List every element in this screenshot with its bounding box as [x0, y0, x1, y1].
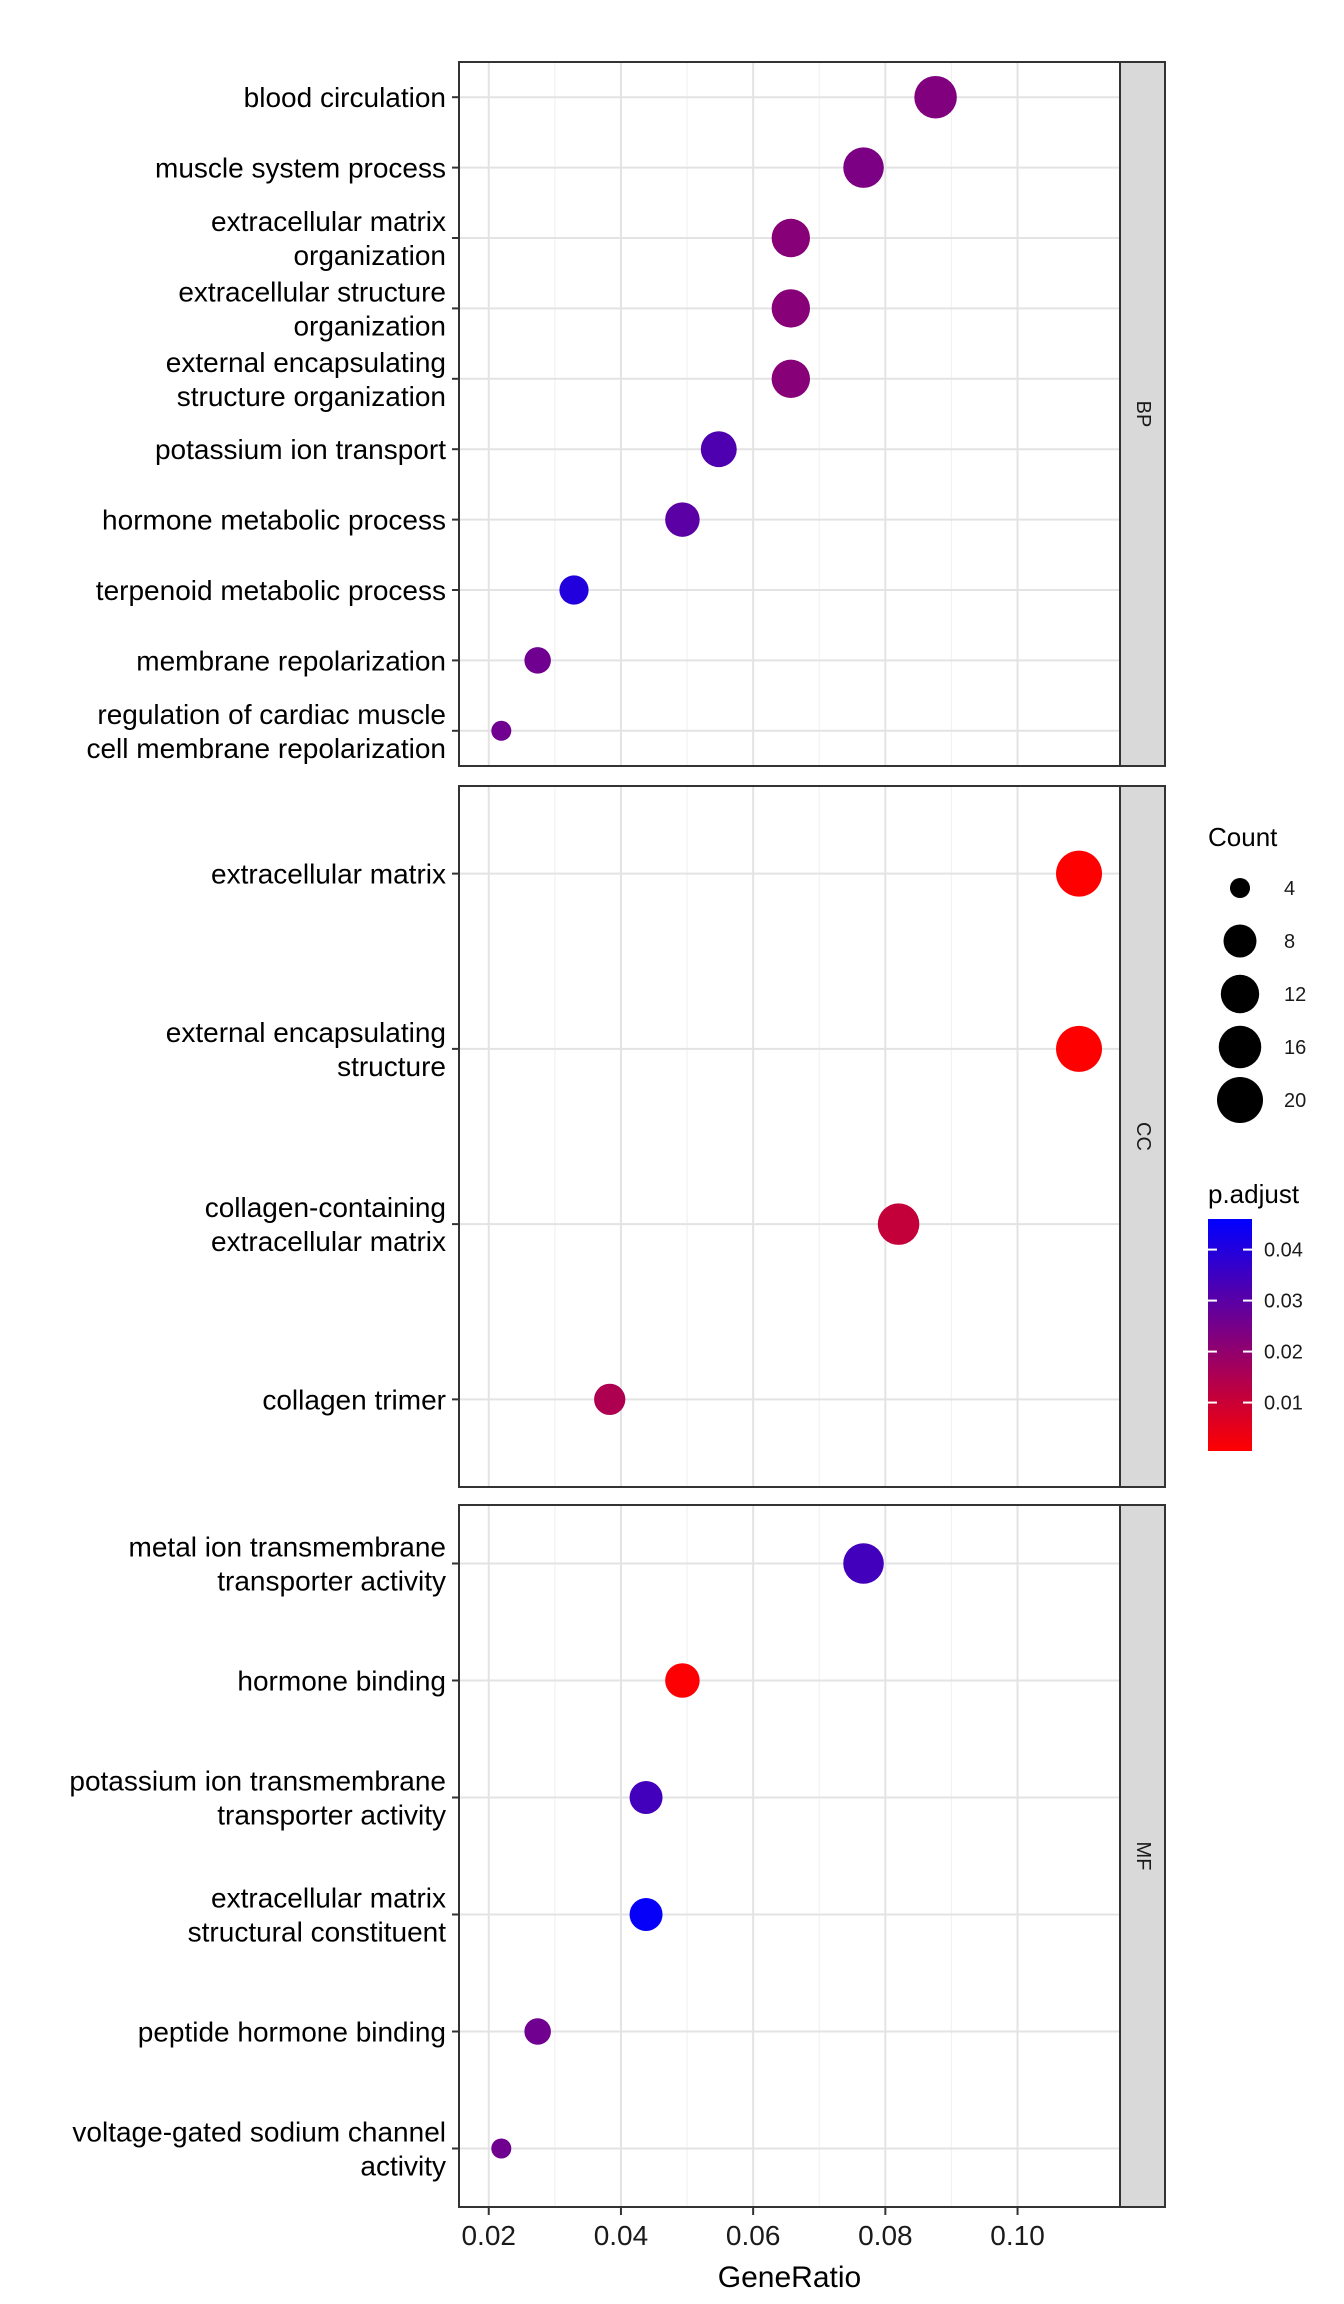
facet-strip-label: BP [1132, 401, 1154, 428]
x-tick-label: 0.04 [594, 2220, 649, 2251]
panel-background [459, 786, 1120, 1487]
term-label: voltage-gated sodium channel activity [72, 2117, 446, 2182]
facet-panel-mf: metal ion transmembrane transporter activ… [69, 1504, 1166, 2208]
term-label: hormone metabolic process [102, 505, 446, 536]
term-dot [524, 647, 551, 674]
p-adjust-legend-label: 0.01 [1264, 1393, 1303, 1415]
term-label: muscle system process [155, 153, 446, 184]
term-label: potassium ion transport [155, 434, 446, 465]
p-adjust-legend-label: 0.03 [1264, 1291, 1303, 1313]
term-dot [1056, 1025, 1103, 1072]
count-legend-key [1217, 1077, 1263, 1123]
term-dot [843, 147, 884, 188]
term-label: terpenoid metabolic process [96, 575, 446, 606]
term-dot [491, 720, 512, 741]
term-dot [1056, 850, 1103, 897]
facet-strip-label: MF [1132, 1842, 1154, 1871]
term-label: external encapsulating structure [166, 1017, 446, 1082]
term-label: membrane repolarization [136, 645, 446, 676]
term-label: metal ion transmembrane transporter activ… [129, 1532, 446, 1597]
x-tick-label: 0.02 [461, 2220, 516, 2251]
term-label: extracellular matrix structural constitue… [188, 1883, 447, 1948]
term-dot [771, 289, 811, 328]
facet-panel-cc: extracellular matrix external encapsulati… [166, 785, 1166, 1488]
term-dot [665, 1663, 700, 1698]
count-legend-label: 16 [1284, 1037, 1306, 1059]
term-label: blood circulation [244, 82, 446, 113]
count-legend-label: 12 [1284, 984, 1306, 1006]
term-dot [594, 1383, 626, 1416]
count-legend-label: 8 [1284, 931, 1295, 953]
p-adjust-legend-label: 0.02 [1264, 1342, 1303, 1364]
term-label: extracellular matrix [211, 859, 446, 890]
term-dot [771, 218, 811, 258]
term-label: collagen trimer [262, 1384, 446, 1415]
facet-strip-label: CC [1132, 1122, 1154, 1151]
term-dot [665, 502, 700, 537]
count-legend: Count 4 8 12 16 20 [1208, 822, 1306, 1123]
x-tick-label: 0.06 [726, 2220, 781, 2251]
panel-background [459, 1505, 1120, 2207]
facet-strip [1119, 61, 1166, 767]
term-dot [629, 1898, 663, 1931]
count-legend-title: Count [1208, 822, 1278, 852]
term-dot [771, 359, 811, 398]
count-legend-key [1218, 1025, 1262, 1069]
term-dot [877, 1203, 920, 1245]
term-dot [491, 2138, 512, 2159]
term-dot [914, 75, 957, 119]
term-dot [524, 2018, 551, 2045]
x-tick-label: 0.08 [858, 2220, 913, 2251]
term-label: peptide hormone binding [138, 2017, 446, 2048]
count-legend-label: 4 [1284, 878, 1295, 900]
p-adjust-legend-title: p.adjust [1208, 1179, 1300, 1209]
term-dot [700, 431, 737, 468]
panel-background [459, 62, 1120, 766]
facet-panel-bp: blood circulation muscle system process ex… [86, 61, 1166, 767]
term-label: collagen-containing extracellular matrix [205, 1192, 446, 1257]
count-legend-key [1230, 878, 1250, 898]
term-label: extracellular structure organization [178, 276, 446, 341]
facet-strip [1119, 785, 1166, 1488]
p-adjust-legend: p.adjust 0.04 0.03 0.02 0.01 [1208, 1179, 1303, 1451]
term-label: potassium ion transmembrane transporter a… [69, 1766, 446, 1831]
count-legend-label: 20 [1284, 1090, 1306, 1112]
facet-strip [1119, 1504, 1166, 2208]
p-adjust-legend-label: 0.04 [1264, 1240, 1303, 1262]
term-label: external encapsulating structure organiza… [166, 347, 446, 412]
term-label: regulation of cardiac muscle cell membran… [86, 699, 446, 764]
facet-panels: blood circulation muscle system process ex… [69, 61, 1166, 2208]
count-legend-key [1220, 974, 1260, 1014]
x-axis-title: GeneRatio [718, 2261, 861, 2294]
term-label: hormone binding [237, 1666, 446, 1697]
term-label: extracellular matrix organization [211, 206, 446, 271]
p-adjust-colorbar [1208, 1219, 1252, 1451]
x-axis: 0.02 0.04 0.06 0.08 0.10 [461, 2207, 1045, 2251]
x-tick-label: 0.10 [990, 2220, 1045, 2251]
count-legend-key [1223, 924, 1257, 958]
term-dot [629, 1781, 663, 1814]
term-dot [843, 1543, 884, 1584]
term-dot [559, 575, 589, 605]
